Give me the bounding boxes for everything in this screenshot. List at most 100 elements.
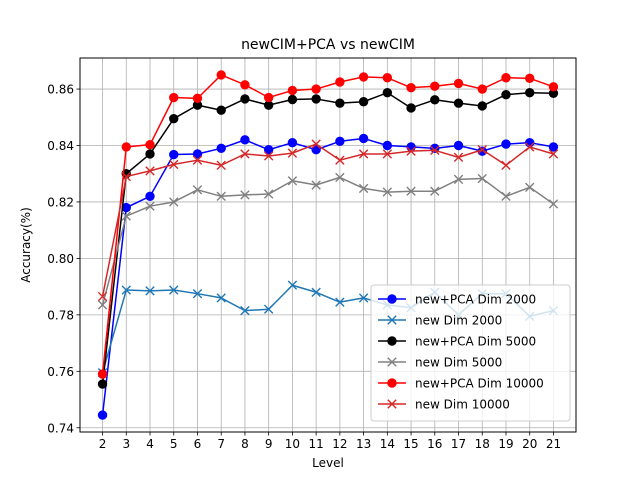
plot-frame xyxy=(79,57,577,433)
series-line xyxy=(101,143,554,297)
data-point xyxy=(216,293,226,303)
legend: new+PCA Dim 2000 new Dim 2000 new+PCA Dim … xyxy=(370,284,571,422)
data-point xyxy=(358,183,369,194)
data-point xyxy=(358,149,369,159)
data-point xyxy=(97,291,108,302)
data-point xyxy=(263,189,274,199)
data-point xyxy=(382,149,393,159)
legend-marker xyxy=(387,399,397,409)
x-tick-label: 9 xyxy=(265,437,273,451)
data-point xyxy=(453,152,464,163)
data-point xyxy=(216,105,226,115)
data-point xyxy=(145,201,155,211)
data-point xyxy=(145,286,155,296)
data-point xyxy=(453,98,464,108)
data-point xyxy=(335,155,345,165)
data-point xyxy=(358,97,369,107)
data-point xyxy=(169,285,179,295)
data-point xyxy=(382,140,393,151)
data-point xyxy=(382,88,393,98)
data-point xyxy=(216,70,226,80)
data-point xyxy=(453,174,464,185)
chart-title: newCIM+PCA vs newCIM xyxy=(241,37,415,53)
series-5 xyxy=(97,139,559,302)
legend-marker xyxy=(387,315,397,325)
x-tick-label: 20 xyxy=(522,437,537,451)
data-point xyxy=(311,94,321,104)
data-point xyxy=(501,89,511,100)
data-point xyxy=(287,85,298,96)
data-point xyxy=(97,300,108,310)
legend-label: new+PCA Dim 10000 xyxy=(415,377,544,391)
x-tick-label: 21 xyxy=(546,437,561,451)
data-point xyxy=(240,94,250,104)
legend-label: new+PCA Dim 2000 xyxy=(415,293,536,307)
data-point xyxy=(430,186,440,196)
data-point xyxy=(335,77,345,87)
data-point xyxy=(287,176,298,186)
x-tick-label: 18 xyxy=(475,437,490,451)
x-tick-label: 6 xyxy=(194,437,202,451)
data-point xyxy=(121,211,131,221)
data-point xyxy=(311,287,321,297)
x-tick-label: 5 xyxy=(170,437,178,451)
data-point xyxy=(287,94,298,105)
data-point xyxy=(240,190,250,200)
data-point xyxy=(358,293,369,303)
x-axis-ticks: 2 3 4 5 6 7 8 9 10 11 12 13 14 15 16 17 18 19 20 21 xyxy=(99,432,561,451)
data-point xyxy=(335,136,345,146)
data-point xyxy=(311,145,321,155)
y-axis-label: Accuracy(%) xyxy=(19,207,33,283)
legend-label: new+PCA Dim 5000 xyxy=(415,335,536,349)
data-point xyxy=(263,151,274,161)
data-point xyxy=(477,173,487,184)
data-point xyxy=(169,92,179,103)
data-point xyxy=(169,149,179,160)
data-point xyxy=(240,135,250,145)
data-point xyxy=(430,81,440,91)
x-tick-label: 3 xyxy=(122,437,130,451)
data-point xyxy=(121,171,131,182)
data-point xyxy=(335,172,345,183)
data-point xyxy=(263,92,274,103)
data-point xyxy=(358,133,369,144)
series-line xyxy=(101,176,554,306)
data-point xyxy=(501,160,511,170)
data-point xyxy=(406,103,416,113)
data-point xyxy=(97,410,108,420)
legend-marker xyxy=(387,357,397,367)
data-point xyxy=(525,142,535,152)
y-tick-label: 0.76 xyxy=(47,365,74,379)
data-point xyxy=(145,191,155,202)
data-point xyxy=(169,113,179,124)
data-point xyxy=(311,139,321,149)
data-point xyxy=(263,145,274,155)
series-2 xyxy=(97,88,559,389)
data-point xyxy=(382,73,393,83)
x-tick-label: 16 xyxy=(427,437,442,451)
data-point xyxy=(192,93,203,104)
x-tick-label: 11 xyxy=(308,437,323,451)
data-point xyxy=(358,72,369,82)
x-tick-label: 8 xyxy=(241,437,249,451)
data-point xyxy=(406,146,416,156)
x-tick-label: 10 xyxy=(285,437,300,451)
data-point xyxy=(287,280,298,290)
data-point xyxy=(121,142,131,152)
data-point xyxy=(192,288,203,299)
series-3 xyxy=(97,172,559,310)
data-point xyxy=(477,101,487,111)
x-tick-label: 13 xyxy=(356,437,371,451)
legend-entry: new Dim 5000 xyxy=(378,356,502,370)
y-tick-label: 0.84 xyxy=(47,139,74,153)
legend-box xyxy=(370,284,571,422)
legend-label: new Dim 10000 xyxy=(415,398,510,412)
data-point xyxy=(240,80,250,90)
data-point xyxy=(335,98,345,108)
data-point xyxy=(97,379,108,389)
x-tick-label: 12 xyxy=(332,437,347,451)
data-point xyxy=(501,139,511,149)
x-tick-label: 2 xyxy=(99,437,107,451)
x-tick-label: 4 xyxy=(146,437,154,451)
